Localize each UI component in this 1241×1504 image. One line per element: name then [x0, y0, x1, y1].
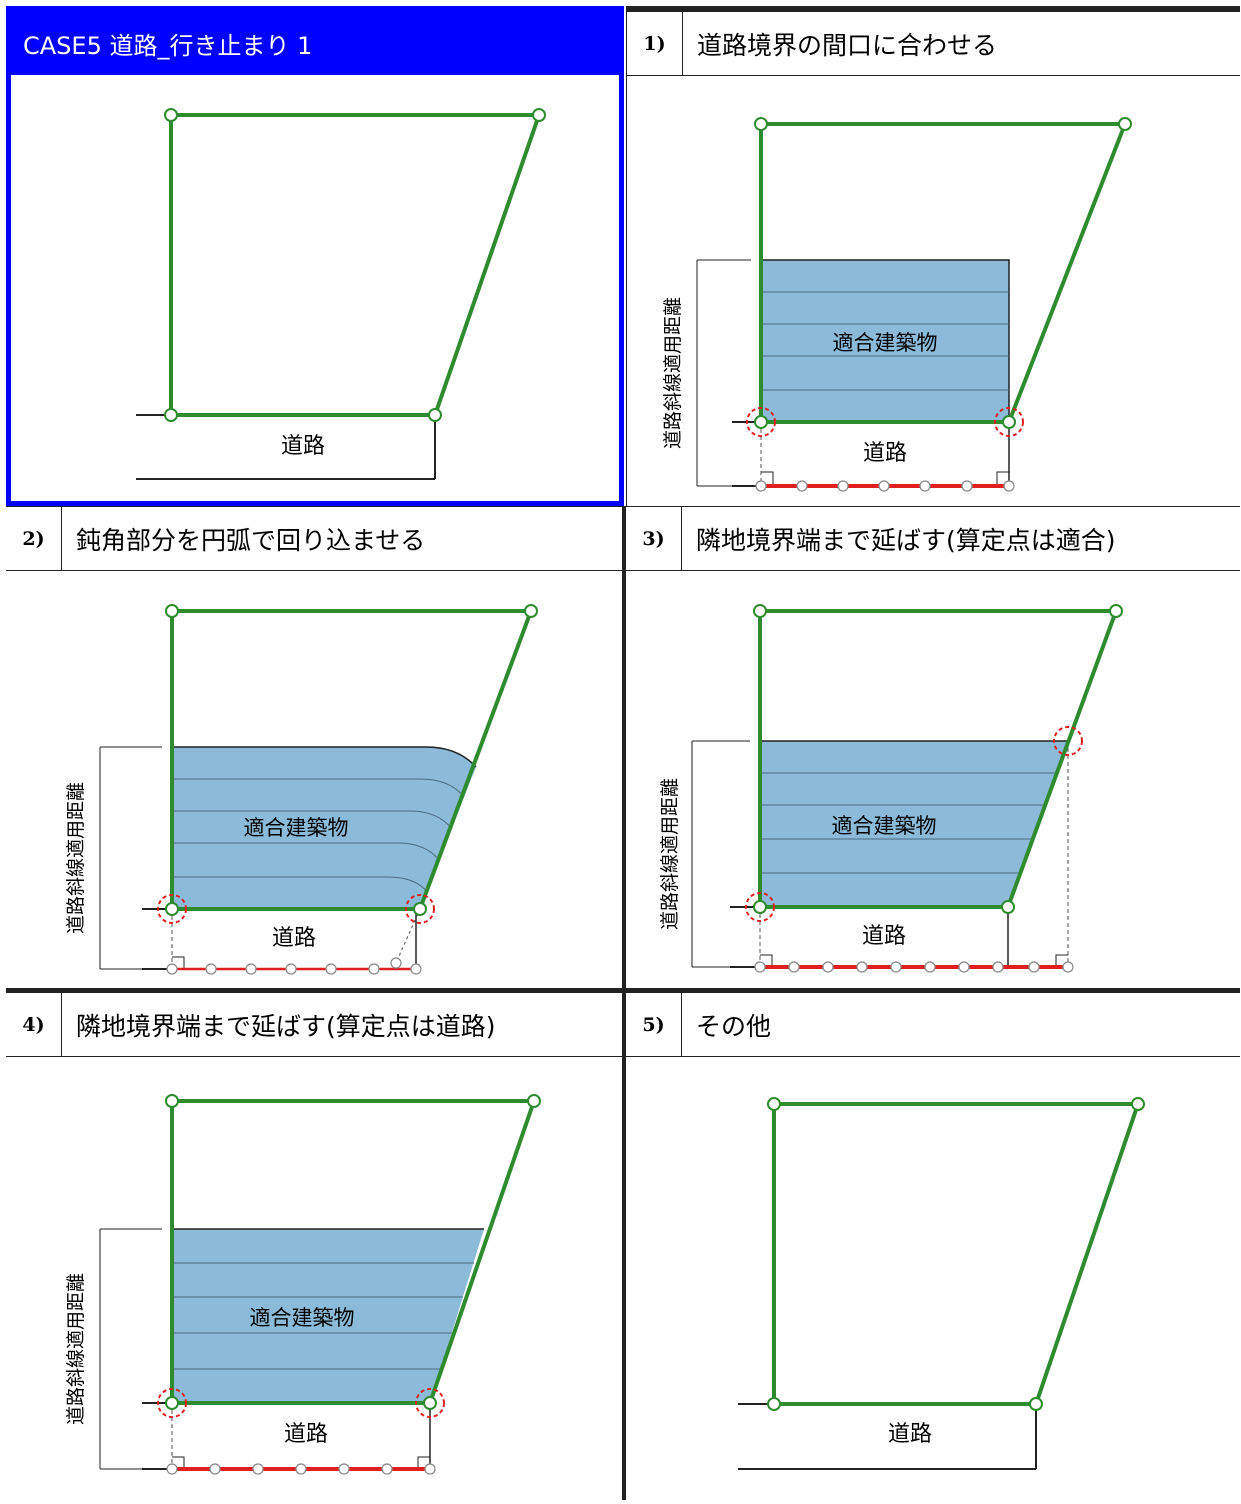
case-diagram: 道路 [136, 108, 546, 480]
road-label: 道路 [272, 926, 316, 951]
site-boundary [772, 1102, 1141, 1406]
building-label: 適合建築物 [832, 814, 937, 838]
panel-5: 5) その他 道路 [626, 988, 1240, 1500]
panel-number: 1) [627, 12, 683, 75]
panel-number: 3) [626, 507, 682, 570]
building [760, 741, 1068, 907]
road-label: 道路 [284, 1422, 328, 1447]
highlight-circles [746, 407, 1024, 437]
panel-number: 5) [626, 993, 682, 1056]
case-panel: CASE5 道路_行き止まり 1 道路 [6, 6, 624, 506]
building [760, 259, 1010, 423]
panel-1-diagram: 適合建築物 道路斜線適用距離 道路 [662, 117, 1132, 492]
building-label: 適合建築物 [244, 816, 349, 840]
case-title: CASE5 道路_行き止まり 1 [11, 11, 619, 75]
highlight-circles [157, 894, 435, 924]
panel-1-header: 1) 道路境界の間口に合わせる [627, 12, 1240, 76]
panel-5-diagram: 道路 [738, 1097, 1145, 1470]
panel-5-header: 5) その他 [626, 993, 1240, 1057]
panel-3-diagram: 適合建築物 道路斜線適用距離 道路 [659, 604, 1123, 973]
building-label: 適合建築物 [833, 331, 938, 355]
road-label: 道路 [862, 924, 906, 949]
panel-3: 3) 隣地境界端まで延ばす(算定点は適合) 適合建築物 道路斜線適用距離 [626, 506, 1240, 988]
distance-label: 道路斜線適用距離 [662, 297, 684, 449]
road-label: 道路 [281, 434, 325, 459]
panel-1: 1) 道路境界の間口に合わせる 適合建築物 道路斜線適用距離 道路 [626, 6, 1240, 506]
panel-4: 4) 隣地境界端まで延ばす(算定点は道路) 適合建築物 道路斜線適用距離 [6, 988, 626, 1500]
road-label: 道路 [888, 1422, 932, 1447]
panel-2-header: 2) 鈍角部分を円弧で回り込ませる [6, 507, 622, 571]
road-label: 道路 [863, 441, 907, 466]
panel-4-header: 4) 隣地境界端まで延ばす(算定点は道路) [6, 993, 622, 1057]
highlight-circles [157, 1388, 445, 1418]
panel-number: 2) [6, 507, 62, 570]
panel-2: 2) 鈍角部分を円弧で回り込ませる 適合建築物 道路斜線適用距離 [6, 506, 626, 988]
panel-title: 隣地境界端まで延ばす(算定点は道路) [76, 1011, 496, 1041]
panel-4-diagram: 適合建築物 道路斜線適用距離 道路 [65, 1094, 541, 1475]
panel-3-header: 3) 隣地境界端まで延ばす(算定点は適合) [626, 507, 1240, 571]
building [172, 747, 476, 909]
panel-2-diagram: 適合建築物 道路斜線適用距離 道路 [65, 604, 538, 975]
highlight-circles [745, 726, 1083, 922]
panel-number: 4) [6, 993, 62, 1056]
building-label: 適合建築物 [250, 1306, 355, 1330]
building [172, 1229, 484, 1403]
distance-label: 道路斜線適用距離 [659, 778, 681, 930]
panel-title: 道路境界の間口に合わせる [697, 30, 998, 60]
panel-title: その他 [696, 1011, 772, 1041]
panel-title: 隣地境界端まで延ばす(算定点は適合) [696, 525, 1116, 555]
distance-label: 道路斜線適用距離 [65, 782, 87, 934]
panel-title: 鈍角部分を円弧で回り込ませる [76, 525, 426, 555]
distance-label: 道路斜線適用距離 [65, 1273, 87, 1425]
site-boundary [169, 113, 542, 417]
